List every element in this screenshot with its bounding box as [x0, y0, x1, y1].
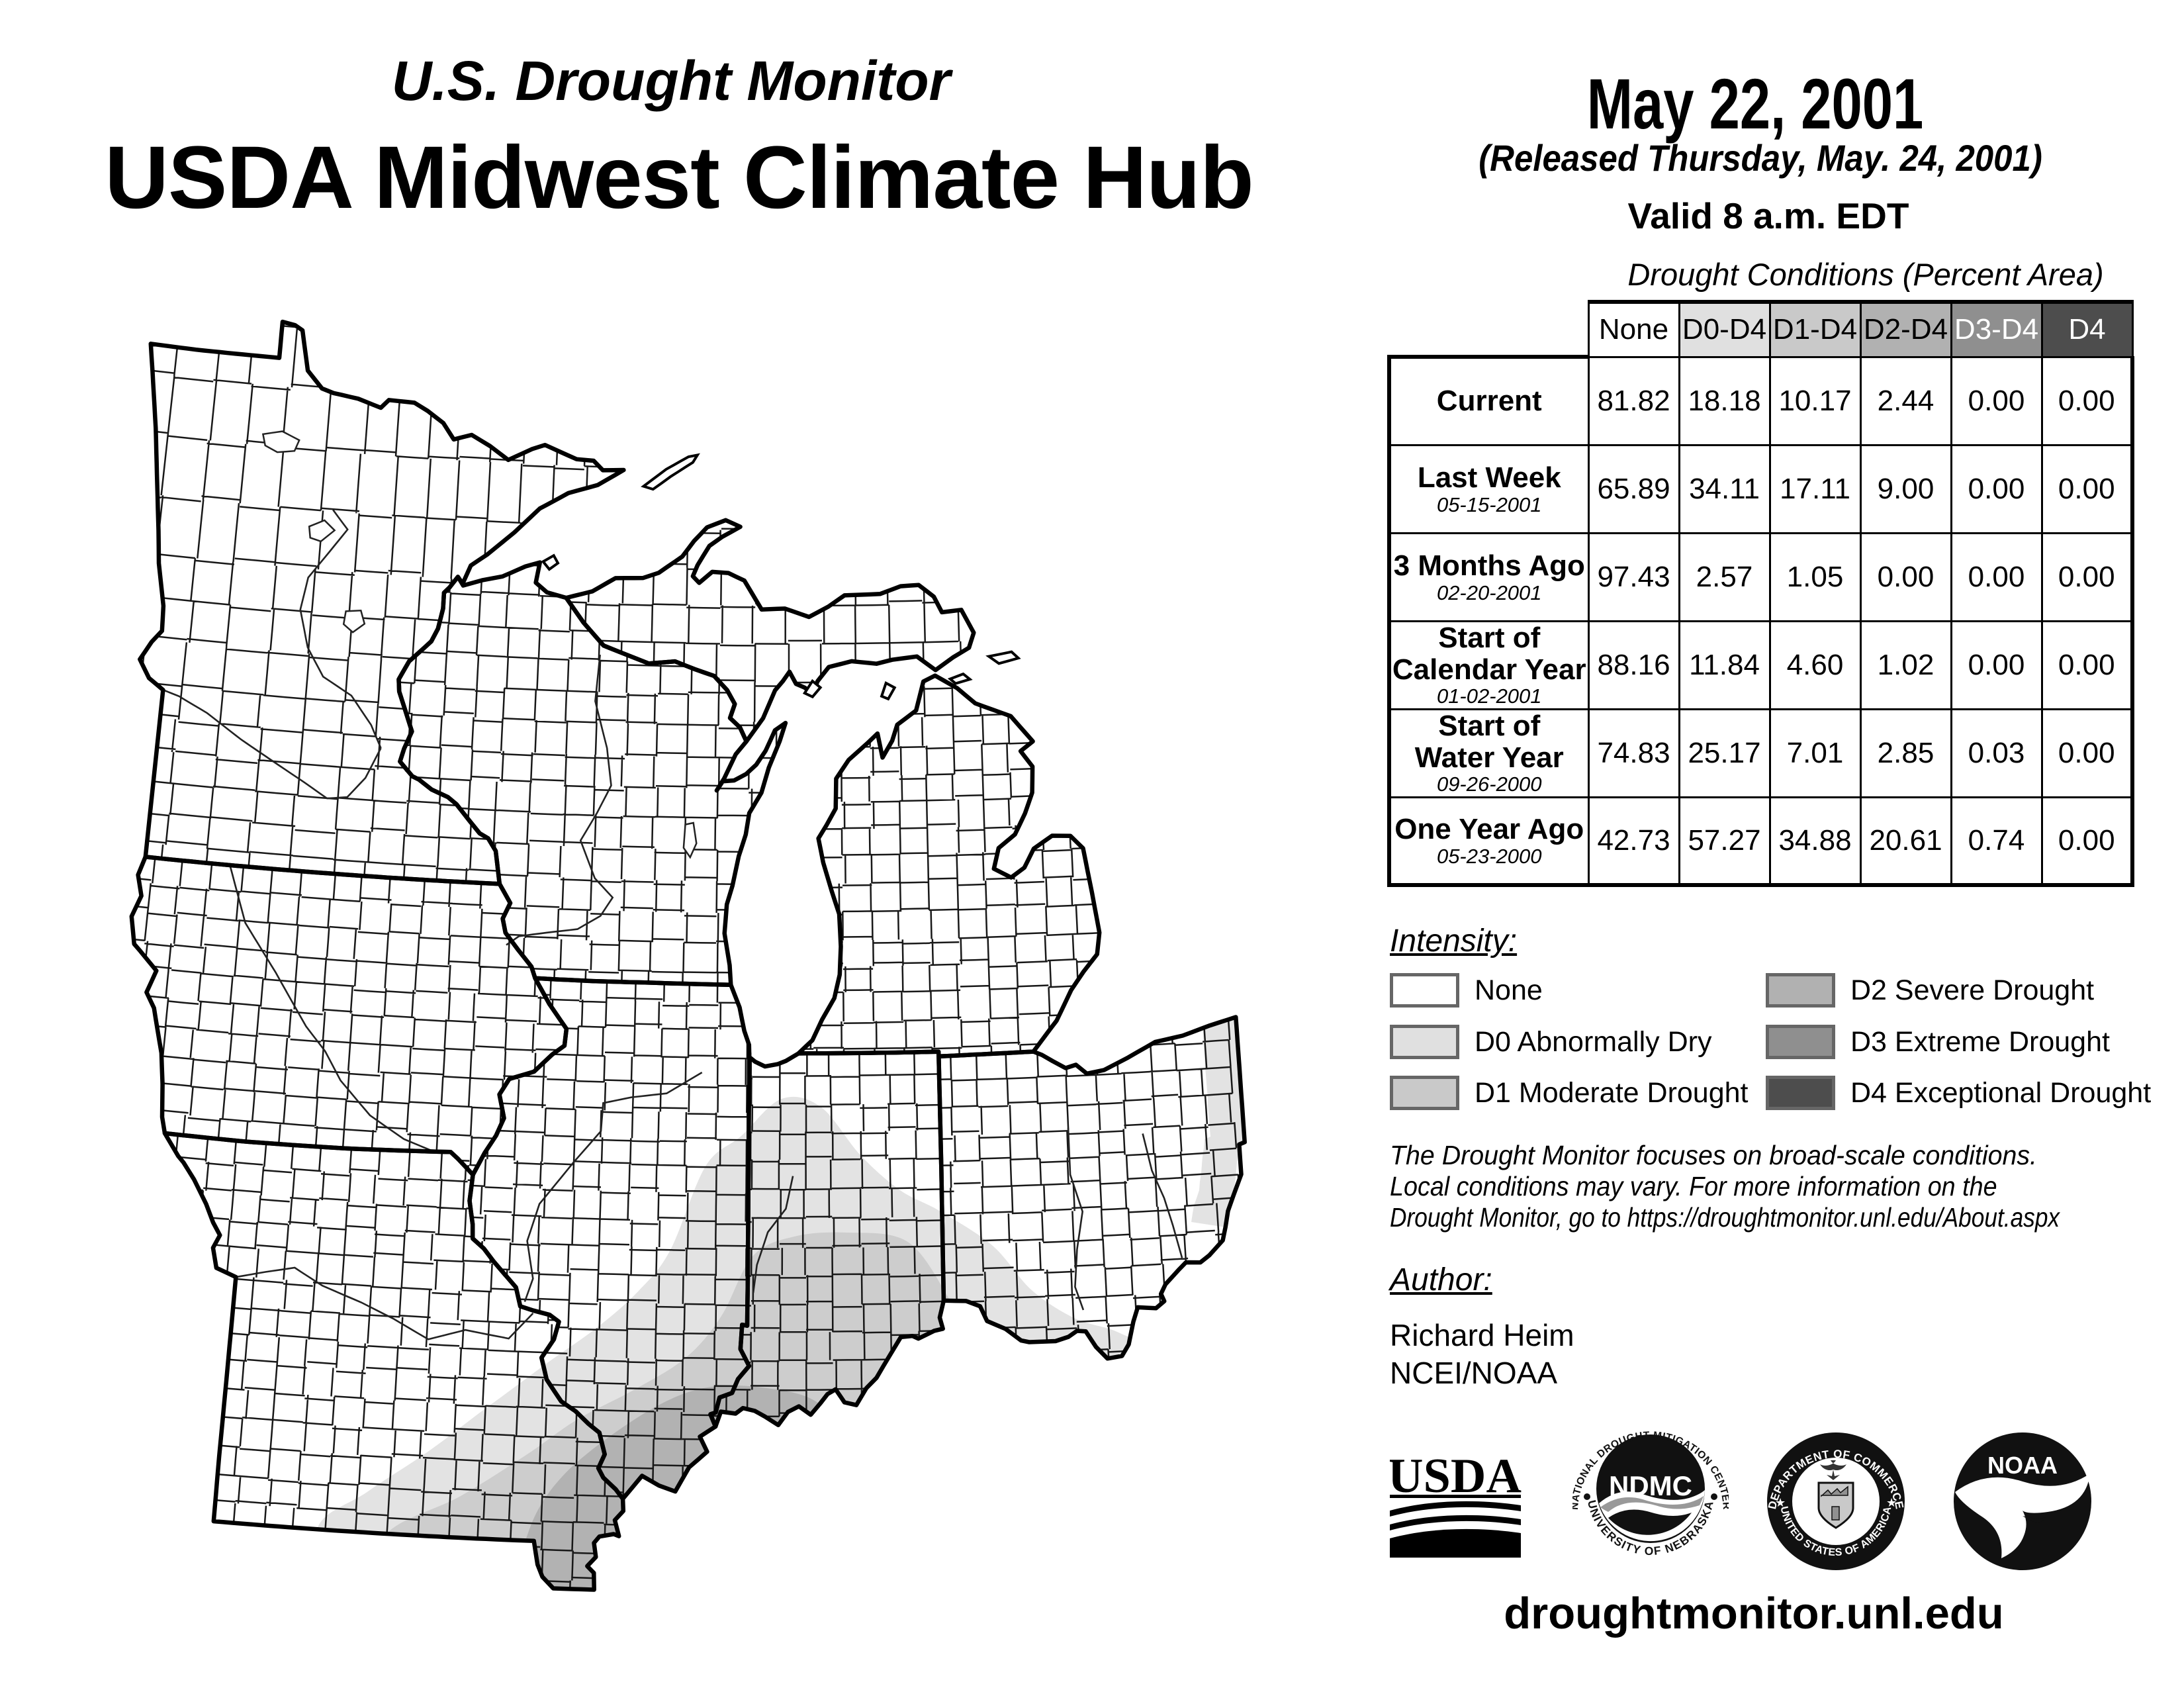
svg-text:★: ★: [1775, 1496, 1786, 1509]
svg-text:NOAA: NOAA: [1987, 1452, 2058, 1479]
svg-text:NDMC: NDMC: [1609, 1470, 1692, 1501]
svg-text:★: ★: [1886, 1496, 1897, 1509]
